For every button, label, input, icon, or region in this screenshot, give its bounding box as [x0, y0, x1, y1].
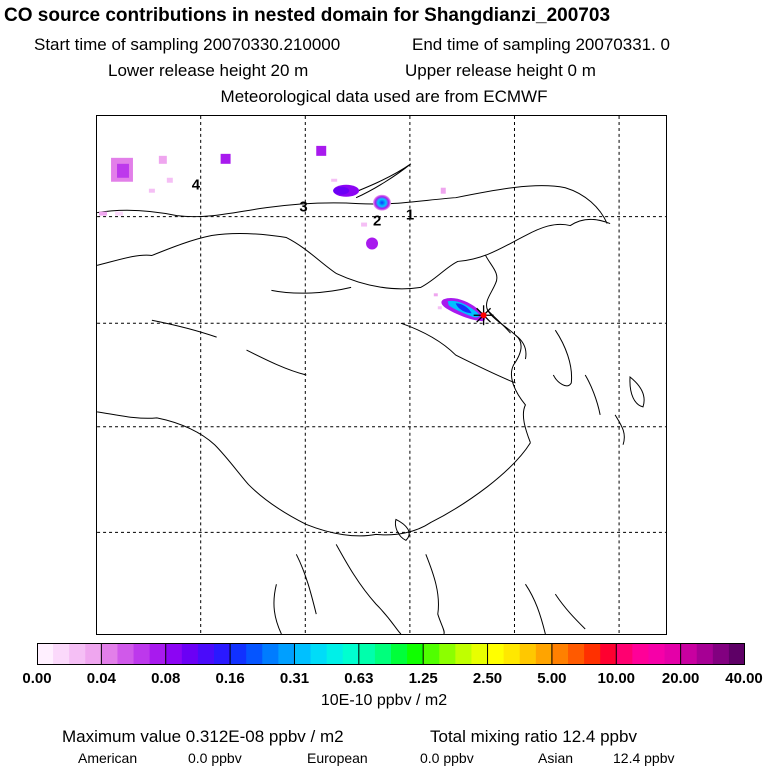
total-mixing-ratio: Total mixing ratio 12.4 ppbv	[430, 727, 637, 746]
colorbar-cell	[310, 643, 328, 665]
american-label: American	[78, 750, 138, 766]
colorbar-tick-label: 10.00	[597, 670, 636, 687]
colorbar	[37, 643, 745, 665]
colorbar-cell	[535, 643, 553, 665]
american-value: 0.0 ppbv	[188, 750, 242, 766]
colorbar-cell	[358, 643, 376, 665]
colorbar-cell	[262, 643, 279, 665]
colorbar-cell	[600, 643, 617, 665]
colorbar-cell	[69, 643, 86, 665]
colorbar-tick-label: 0.31	[279, 670, 310, 687]
colorbar-cell	[246, 643, 263, 665]
colorbar-cell	[471, 643, 489, 665]
asian-value: 12.4 ppbv	[613, 750, 675, 766]
colorbar-cell	[568, 643, 585, 665]
plot-title: CO source contributions in nested domain…	[4, 5, 611, 26]
colorbar-cell	[374, 643, 392, 665]
european-label: European	[307, 750, 368, 766]
european-value: 0.0 ppbv	[420, 750, 474, 766]
colorbar-cell	[391, 643, 408, 665]
maximum-value: Maximum value 0.312E-08 ppbv / m2	[62, 727, 344, 746]
colorbar-cell	[696, 643, 714, 665]
colorbar-cell	[439, 643, 456, 665]
colorbar-tick-label: 2.50	[472, 670, 503, 687]
upper-release-height: Upper release height 0 m	[405, 61, 596, 80]
region-label-3: 3	[299, 199, 307, 216]
colorbar-tick-label: 0.08	[151, 670, 181, 687]
met-data-source: Meteorological data used are from ECMWF	[220, 87, 548, 106]
colorbar-cell	[664, 643, 682, 665]
colorbar-cell	[616, 643, 633, 665]
map-gridlines	[97, 116, 666, 634]
region-label-1: 1	[406, 207, 414, 224]
colorbar-units: 10E-10 ppbv / m2	[320, 692, 448, 709]
region-labels: 5 4 3 2 1	[123, 155, 414, 230]
colorbar-tick-label: 0.16	[215, 670, 245, 687]
asian-label: Asian	[538, 750, 574, 766]
colorbar-tick-label: 1.25	[408, 670, 438, 687]
map-boundaries	[97, 163, 645, 634]
colorbar-cell	[407, 643, 424, 665]
colorbar-cell	[326, 643, 344, 665]
colorbar-cell	[85, 643, 102, 665]
colorbar-cell	[648, 643, 666, 665]
region-label-2: 2	[373, 213, 381, 230]
colorbar-cell	[197, 643, 215, 665]
map-panel: 5 4 3 2 1	[96, 115, 667, 635]
lower-release-height: Lower release height 20 m	[108, 61, 309, 80]
colorbar-cell	[728, 643, 745, 665]
colorbar-cell	[487, 643, 505, 665]
start-sampling-time: Start time of sampling 20070330.210000	[34, 35, 341, 54]
colorbar-tick-label: 40.00	[725, 670, 763, 687]
concentration-patches	[99, 145, 486, 322]
colorbar-tick-label: 0.63	[344, 670, 374, 687]
colorbar-cell	[101, 643, 118, 665]
colorbar-cell	[53, 643, 70, 665]
end-sampling-time: End time of sampling 20070331. 0	[412, 35, 671, 54]
colorbar-cell	[712, 643, 730, 665]
colorbar-cell	[133, 643, 151, 665]
colorbar-cell	[423, 643, 440, 665]
colorbar-tick-label: 0.00	[22, 670, 52, 687]
colorbar-cell	[519, 643, 537, 665]
colorbar-cell	[503, 643, 521, 665]
colorbar-cell	[294, 643, 312, 665]
colorbar-tick-label: 20.00	[661, 670, 700, 687]
colorbar-cell	[584, 643, 601, 665]
colorbar-tick-label: 0.04	[86, 670, 116, 687]
colorbar-cell	[165, 643, 183, 665]
region-label-4: 4	[192, 177, 201, 194]
colorbar-cell	[455, 643, 472, 665]
colorbar-cell	[214, 643, 231, 665]
colorbar-cell	[181, 643, 199, 665]
colorbar-cell	[551, 643, 569, 665]
colorbar-cell	[680, 643, 698, 665]
colorbar-cell	[37, 643, 54, 665]
colorbar-tick-label: 5.00	[537, 670, 567, 687]
colorbar-cell	[278, 643, 295, 665]
colorbar-cell	[230, 643, 247, 665]
colorbar-cell	[632, 643, 649, 665]
colorbar-cell	[149, 643, 167, 665]
colorbar-cell	[117, 643, 135, 665]
receptor-marker-icon	[473, 305, 494, 326]
colorbar-cell	[342, 643, 360, 665]
